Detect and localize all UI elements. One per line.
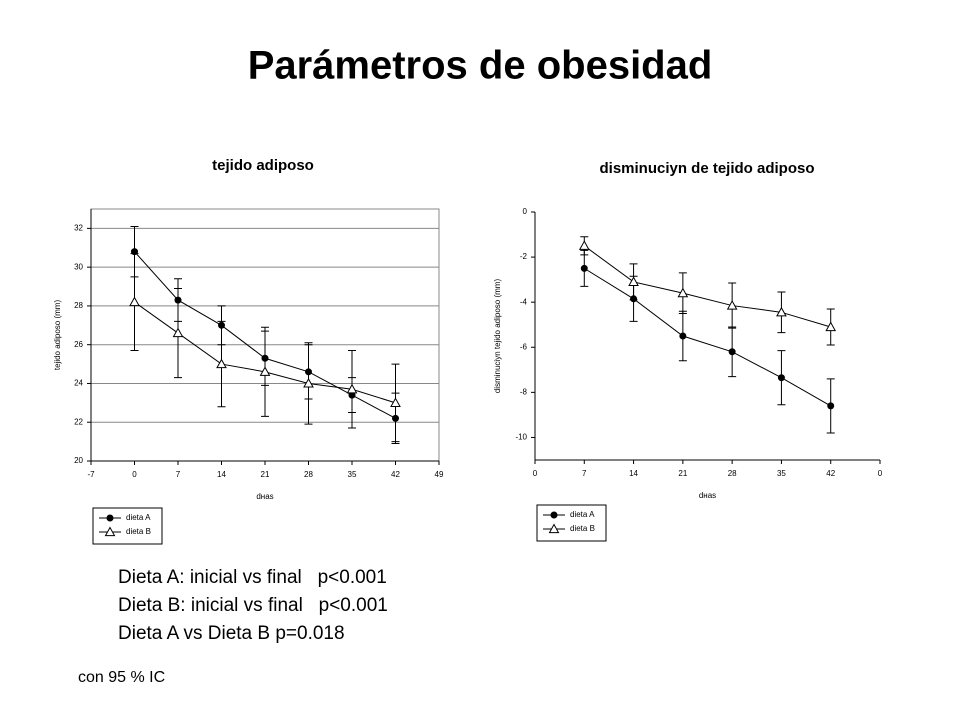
- data-point: [129, 296, 140, 307]
- plot-area: [535, 212, 880, 460]
- data-point: [628, 276, 639, 286]
- slide-title: Parámetros de obesidad: [248, 44, 713, 88]
- y-tick-label: -10: [515, 433, 527, 442]
- note: Dieta A vs Dieta B p=0.018: [118, 623, 345, 644]
- legend-label: dieta A: [570, 510, 595, 519]
- data-point: [679, 332, 687, 340]
- data-point: [777, 374, 785, 382]
- y-tick-label: 30: [74, 262, 83, 271]
- x-tick-label: 42: [391, 470, 400, 479]
- y-tick-label: 20: [74, 456, 83, 465]
- data-point: [827, 402, 835, 410]
- y-axis-label: tejido adiposo (mm): [53, 300, 62, 371]
- legend-marker: [106, 514, 114, 522]
- y-tick-label: 0: [523, 207, 528, 216]
- data-point: [346, 383, 358, 394]
- legend-label: dieta B: [126, 527, 151, 536]
- data-point: [390, 397, 401, 407]
- y-tick-label: 28: [74, 301, 83, 310]
- x-tick-label: 0: [132, 470, 137, 479]
- legend-label: dieta A: [126, 513, 151, 522]
- x-tick-label: 28: [728, 469, 737, 478]
- data-point: [728, 348, 736, 356]
- x-tick-label: 35: [777, 469, 786, 478]
- series-line: [583, 245, 831, 328]
- y-tick-label: -6: [520, 342, 528, 351]
- data-point: [677, 287, 689, 298]
- x-tick-label: 35: [348, 470, 357, 479]
- chart-title: tejido adiposo: [212, 157, 314, 174]
- data-point: [578, 240, 590, 250]
- y-tick-label: -2: [520, 252, 528, 261]
- x-axis-label: dнas: [699, 491, 716, 500]
- y-tick-label: -8: [520, 387, 528, 396]
- data-point: [726, 300, 738, 310]
- x-tick-label: 14: [217, 470, 226, 479]
- data-point: [825, 321, 837, 332]
- y-tick-label: -4: [520, 297, 528, 306]
- x-tick-label: 28: [304, 470, 313, 479]
- x-tick-label: 0: [533, 469, 538, 478]
- legend-marker: [548, 523, 560, 534]
- x-tick-label: 42: [826, 469, 835, 478]
- legend-marker: [550, 511, 558, 519]
- y-tick-label: 24: [74, 379, 83, 388]
- legend-marker: [104, 526, 116, 537]
- data-point: [580, 264, 588, 272]
- x-tick-label: 0: [878, 469, 883, 478]
- y-tick-label: 22: [74, 417, 83, 426]
- chart-title: disminuciyn de tejido adiposo: [599, 160, 814, 177]
- data-point: [776, 306, 787, 317]
- x-tick-label: 21: [261, 470, 270, 479]
- note: Dieta A: inicial vs final p<0.001: [118, 567, 387, 588]
- series-line: [584, 267, 831, 407]
- legend-box: [92, 507, 163, 545]
- x-tick-label: 7: [176, 470, 181, 479]
- x-tick-label: 49: [435, 470, 444, 479]
- legend-label: dieta B: [570, 524, 595, 533]
- data-point: [303, 377, 314, 388]
- y-tick-label: 32: [74, 223, 83, 232]
- x-tick-label: 7: [582, 469, 587, 478]
- data-point: [259, 366, 271, 376]
- footnote: con 95 % IC: [78, 669, 165, 686]
- data-point: [172, 327, 184, 338]
- x-tick-label: -7: [87, 470, 95, 479]
- y-axis-label: disminuciyn tejido adiposo (mm): [493, 279, 502, 394]
- y-tick-label: 26: [74, 340, 83, 349]
- x-tick-label: 14: [629, 469, 638, 478]
- x-tick-label: 21: [678, 469, 687, 478]
- note: Dieta B: inicial vs final p<0.001: [118, 595, 388, 616]
- x-axis-label: dнas: [256, 492, 273, 501]
- data-point: [216, 358, 227, 369]
- legend-box: [536, 504, 607, 542]
